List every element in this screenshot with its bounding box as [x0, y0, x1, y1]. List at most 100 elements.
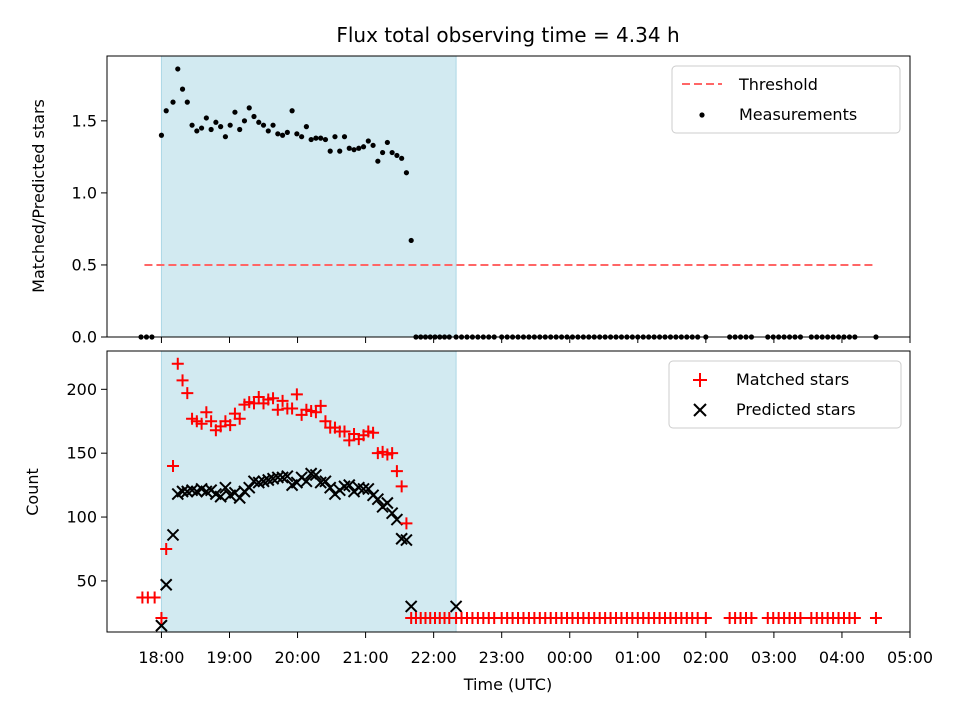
matched-point [848, 611, 861, 624]
chart-title: Flux total observing time = 4.34 h [336, 23, 679, 47]
count-panel: 50 100 150 200 18:00 19:00 20:00 21:00 22:00 23:… [23, 350, 933, 694]
matched-point [252, 390, 265, 403]
count-legend: Matched stars Predicted stars [668, 360, 902, 429]
measurement-point [270, 122, 276, 128]
measurement-point [265, 128, 271, 134]
predicted-legend-marker [693, 403, 707, 417]
measurement-point [256, 119, 262, 125]
measurement-point [356, 145, 362, 151]
x-tick-label: 23:00 [479, 648, 525, 667]
matched-point [176, 374, 189, 387]
matched-point [745, 611, 758, 624]
measurement-point [360, 144, 367, 150]
ratio-panel: 0.0 0.5 1.0 1.5 Matched/Predicted stars Thr… [29, 55, 911, 347]
predicted-point [281, 469, 294, 483]
measurement-point [213, 119, 219, 125]
matched-point [271, 403, 284, 416]
predicted-star-points [155, 467, 463, 632]
predicted-point [381, 496, 394, 510]
measurement-point [184, 99, 190, 105]
measurement-point [365, 138, 371, 144]
x-tick-label: 18:00 [138, 648, 184, 667]
measurement-point [408, 237, 414, 244]
y-tick-label: 1.0 [72, 183, 97, 202]
predicted-point [309, 468, 323, 482]
x-tick-label: 21:00 [343, 648, 389, 667]
matched-legend-marker [693, 373, 707, 387]
measurement-point [294, 131, 300, 137]
matched-point [224, 419, 237, 432]
matched-point [319, 415, 332, 428]
measurement-point [227, 122, 233, 128]
x-tick-label: 20:00 [274, 648, 320, 667]
observing-window-highlight [160, 55, 457, 338]
measurement-point [341, 134, 348, 140]
measurement-point [299, 134, 305, 140]
measurement-point [303, 124, 309, 130]
matched-point [267, 392, 280, 405]
matched-point [205, 415, 218, 428]
x-tick-label: 05:00 [887, 648, 933, 667]
measurement-point [394, 152, 400, 159]
ratio-legend-box [671, 65, 901, 134]
measurement-point [384, 139, 390, 146]
count-y-ticks: 50 100 150 200 [66, 380, 107, 590]
predicted-point [362, 482, 375, 496]
measurement-point [222, 134, 229, 140]
matched-point [160, 542, 173, 555]
y-tick-label: 1.5 [72, 111, 97, 130]
ratio-legend: Threshold Measurements [671, 65, 901, 134]
measurement-point [327, 148, 333, 154]
matched-point [343, 434, 356, 447]
x-tick-label: 02:00 [683, 648, 729, 667]
matched-point [290, 388, 303, 401]
measurement-point [179, 86, 186, 92]
measurement-point [275, 131, 281, 137]
measurement-point [170, 99, 176, 105]
y-tick-label: 100 [66, 508, 97, 527]
measurement-point [175, 66, 181, 72]
matched-point [390, 465, 403, 478]
y-tick-label: 50 [77, 571, 97, 590]
measurement-point [337, 148, 343, 154]
measurement-point [260, 122, 267, 128]
predicted-point [219, 481, 232, 494]
predicted-point [159, 578, 173, 591]
measurement-point [189, 122, 195, 128]
predicted-point [385, 507, 399, 520]
measurement-point [251, 113, 257, 120]
predicted-point [357, 482, 370, 496]
measurement-point [399, 155, 405, 161]
x-axis-label: Time (UTC) [463, 675, 552, 694]
count-y-axis-label: Count [23, 468, 42, 516]
matched-point [794, 611, 807, 624]
x-tick-label: 00:00 [547, 648, 593, 667]
predicted-point [323, 481, 337, 494]
measurement-point [389, 149, 395, 156]
predicted-point [343, 478, 356, 492]
measurement-point [322, 136, 329, 143]
measurement-point [346, 145, 352, 151]
matched-point [195, 417, 208, 430]
x-tick-label: 03:00 [751, 648, 797, 667]
measurement-point [370, 142, 376, 148]
measurement-point [351, 147, 357, 153]
measurement-point [403, 170, 410, 176]
measurement-point [218, 124, 224, 130]
predicted-legend-label: Predicted stars [736, 400, 856, 419]
y-tick-label: 200 [66, 380, 97, 399]
matched-point [367, 426, 380, 439]
measurement-point [246, 105, 252, 111]
matched-point [233, 412, 246, 425]
count-legend-box [668, 360, 902, 429]
measurement-point [241, 118, 248, 124]
ratio-plot-frame [106, 55, 911, 338]
matched-point [148, 591, 161, 604]
measurement-point [279, 132, 286, 138]
predicted-point [155, 619, 168, 632]
measurement-point [289, 108, 295, 114]
measurement-point [332, 134, 338, 140]
ratio-y-ticks: 0.0 0.5 1.0 1.5 [72, 111, 107, 347]
matched-point [699, 611, 712, 624]
